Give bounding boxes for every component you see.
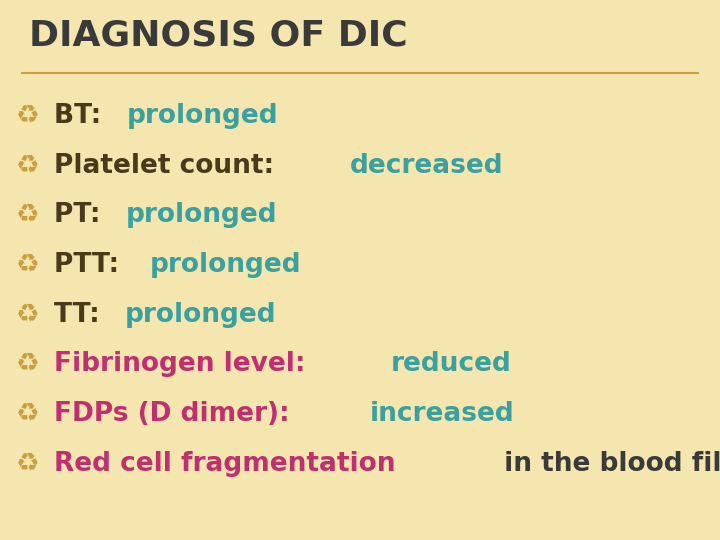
Text: PT:: PT: [54, 202, 109, 228]
Text: Platelet count:: Platelet count: [54, 153, 283, 179]
Text: ♻: ♻ [16, 153, 39, 179]
Text: ♻: ♻ [16, 202, 39, 228]
Text: ♻: ♻ [16, 451, 39, 477]
Text: increased: increased [370, 401, 515, 427]
Text: Red cell fragmentation: Red cell fragmentation [54, 451, 395, 477]
Text: ♻: ♻ [16, 401, 39, 427]
Text: prolonged: prolonged [150, 252, 302, 278]
Text: TT:: TT: [54, 302, 109, 328]
Text: ♻: ♻ [16, 252, 39, 278]
Text: DIAGNOSIS OF DIC: DIAGNOSIS OF DIC [29, 18, 408, 52]
Text: decreased: decreased [350, 153, 503, 179]
Text: Fibrinogen level:: Fibrinogen level: [54, 352, 315, 377]
Text: prolonged: prolonged [125, 302, 276, 328]
Text: PTT:: PTT: [54, 252, 128, 278]
Text: ♻: ♻ [16, 352, 39, 377]
Text: ♻: ♻ [16, 302, 39, 328]
Text: prolonged: prolonged [126, 202, 277, 228]
Text: FDPs (D dimer):: FDPs (D dimer): [54, 401, 299, 427]
Text: prolonged: prolonged [127, 103, 279, 129]
Text: in the blood film: in the blood film [495, 451, 720, 477]
Text: reduced: reduced [390, 352, 511, 377]
Text: BT:: BT: [54, 103, 110, 129]
Text: ♻: ♻ [16, 103, 39, 129]
